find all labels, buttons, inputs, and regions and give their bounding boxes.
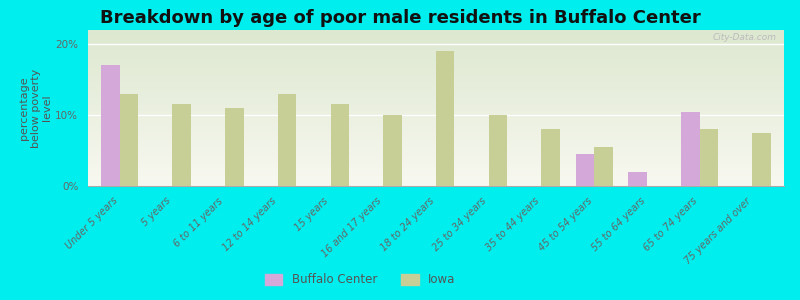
Bar — [383, 115, 402, 186]
Bar — [594, 147, 613, 186]
Bar — [101, 65, 120, 186]
Bar — [576, 154, 594, 186]
Legend: Buffalo Center, Iowa: Buffalo Center, Iowa — [260, 269, 460, 291]
Bar — [700, 129, 718, 186]
Bar — [120, 94, 138, 186]
Bar — [542, 129, 560, 186]
Bar — [172, 104, 191, 186]
Text: Breakdown by age of poor male residents in Buffalo Center: Breakdown by age of poor male residents … — [100, 9, 700, 27]
Bar — [489, 115, 507, 186]
Bar — [278, 94, 296, 186]
Bar — [629, 172, 647, 186]
Bar — [436, 51, 454, 186]
Text: City-Data.com: City-Data.com — [713, 33, 777, 42]
Y-axis label: percentage
below poverty
level: percentage below poverty level — [19, 68, 53, 148]
Bar — [330, 104, 349, 186]
Bar — [752, 133, 771, 186]
Bar — [225, 108, 243, 186]
Bar — [681, 112, 700, 186]
